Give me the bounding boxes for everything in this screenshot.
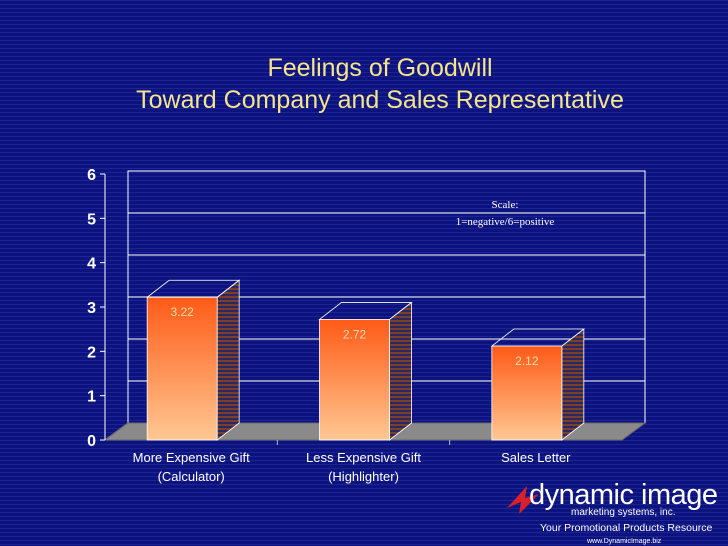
y-tick-label: 3	[87, 300, 96, 317]
logo-subtitle: marketing systems, inc.	[571, 507, 676, 518]
y-tick-label: 1	[87, 389, 96, 406]
y-tick-label: 2	[87, 344, 96, 361]
bar-value-label: 2.12	[515, 354, 539, 368]
bar-value-label: 3.22	[170, 305, 194, 319]
scale-annotation: 1=negative/6=positive	[456, 216, 555, 228]
y-tick-label: 0	[87, 433, 96, 450]
logo-swoosh-icon	[507, 486, 539, 514]
y-tick-label: 4	[87, 256, 96, 273]
scale-annotation: Scale:	[492, 199, 519, 211]
category-label: (Highlighter)	[328, 469, 399, 484]
bar-value-label: 2.72	[343, 327, 367, 341]
slide-title: Feelings of Goodwill Toward Company and …	[0, 52, 728, 116]
y-tick-label: 6	[87, 167, 96, 184]
category-label: Less Expensive Gift	[306, 450, 421, 465]
category-label: More Expensive Gift	[133, 450, 250, 465]
bar-side	[216, 279, 240, 441]
bar	[319, 319, 390, 441]
logo-tagline: Your Promotional Products Resource	[540, 522, 713, 534]
bar-side	[389, 301, 412, 441]
title-line-2: Toward Company and Sales Representative	[136, 86, 624, 114]
bar-side	[561, 328, 585, 441]
bar	[146, 296, 218, 441]
category-label: Sales Letter	[501, 450, 571, 465]
bar	[491, 345, 563, 441]
company-logo: dynamic image marketing systems, inc. Yo…	[505, 478, 728, 546]
y-tick-label: 5	[87, 211, 96, 228]
logo-url: www.DynamicImage.biz	[587, 538, 662, 545]
logo-name: dynamic image	[529, 479, 718, 511]
title-line-1: Feelings of Goodwill	[267, 54, 493, 82]
category-label: (Calculator)	[158, 469, 225, 484]
